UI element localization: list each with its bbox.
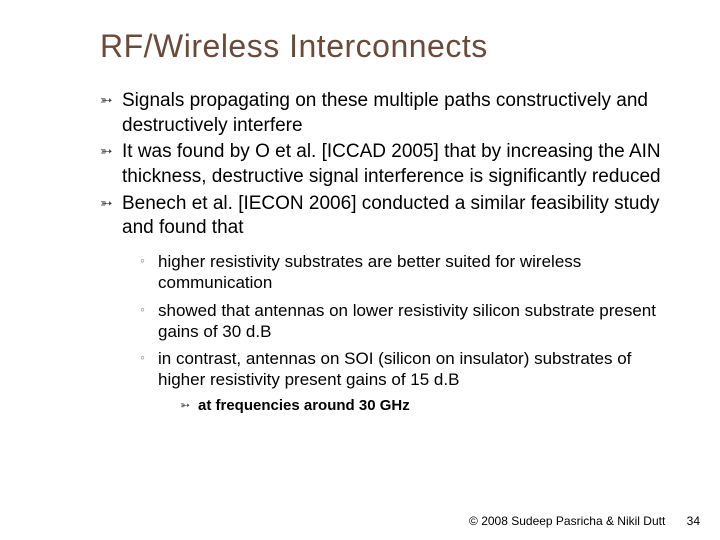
bullet-3: ➳ Benech et al. [IECON 2006] conducted a… [100,192,670,416]
subsub-bullet-1-text: at frequencies around 30 GHz [198,397,410,414]
sub-marker-icon: ◦ [140,301,145,319]
bullet-marker-icon: ➳ [100,194,113,214]
sub-bullet-3: ◦ in contrast, antennas on SOI (silicon … [140,348,670,415]
page-number: 34 [687,514,700,528]
subsub-bullet-1: ➳ at frequencies around 30 GHz [180,397,670,416]
sub-bullet-3-text: in contrast, antennas on SOI (silicon on… [158,349,631,389]
sub-bullet-list: ◦ higher resistivity substrates are bett… [140,251,670,415]
bullet-marker-icon: ➳ [100,142,113,162]
sub-marker-icon: ◦ [140,349,145,367]
sub-bullet-1-text: higher resistivity substrates are better… [158,252,581,292]
bullet-1: ➳ Signals propagating on these multiple … [100,89,670,138]
sub-bullet-1: ◦ higher resistivity substrates are bett… [140,251,670,294]
sub-bullet-2: ◦ showed that antennas on lower resistiv… [140,300,670,343]
subsub-marker-icon: ➳ [180,398,190,413]
bullet-3-text: Benech et al. [IECON 2006] conducted a s… [122,193,660,239]
slide-footer: © 2008 Sudeep Pasricha & Nikil Dutt 34 [469,514,700,528]
sub-marker-icon: ◦ [140,252,145,270]
slide-container: RF/Wireless Interconnects ➳ Signals prop… [0,0,720,540]
bullet-2: ➳ It was found by O et al. [ICCAD 2005] … [100,140,670,189]
main-bullet-list: ➳ Signals propagating on these multiple … [100,89,670,415]
subsub-bullet-list: ➳ at frequencies around 30 GHz [180,397,670,416]
copyright-text: © 2008 Sudeep Pasricha & Nikil Dutt [469,514,665,528]
bullet-2-text: It was found by O et al. [ICCAD 2005] th… [122,141,661,187]
sub-bullet-2-text: showed that antennas on lower resistivit… [158,301,656,341]
bullet-marker-icon: ➳ [100,91,113,111]
bullet-1-text: Signals propagating on these multiple pa… [122,90,648,136]
slide-title: RF/Wireless Interconnects [100,28,670,65]
